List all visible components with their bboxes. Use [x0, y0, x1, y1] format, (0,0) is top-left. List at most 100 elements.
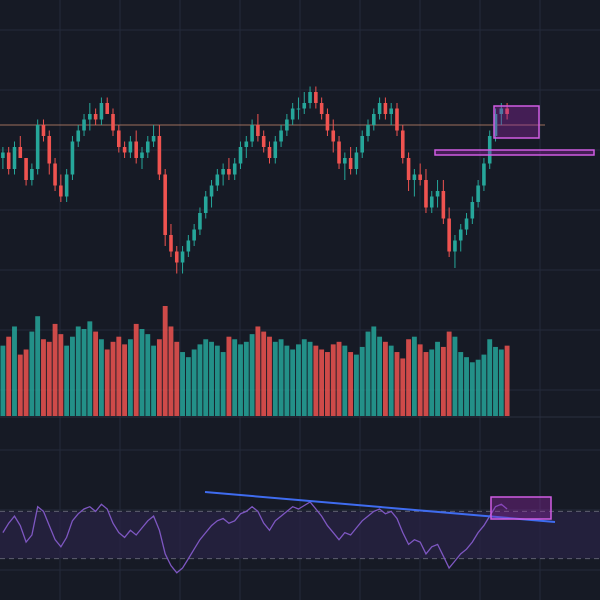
volume-bar: [319, 349, 325, 416]
volume-bar: [162, 306, 168, 416]
candle-body: [12, 147, 17, 169]
candle-body: [302, 103, 307, 109]
candle-body: [493, 114, 498, 136]
candle-body: [279, 130, 283, 142]
volume-bar: [185, 357, 191, 416]
volume-bar: [423, 352, 429, 416]
candle-body: [400, 130, 405, 158]
candle-body: [24, 158, 28, 180]
volume-bar: [272, 341, 278, 416]
volume-bar: [440, 346, 446, 416]
volume-bar: [238, 344, 243, 416]
candle-body: [215, 174, 220, 186]
volume-bar: [325, 352, 330, 416]
volume-bar: [46, 341, 52, 416]
candle-body: [470, 202, 475, 219]
volume-bar: [365, 331, 371, 416]
candle-body: [482, 163, 486, 186]
candle-body: [145, 141, 150, 153]
candle-body: [35, 125, 40, 169]
candle-body: [174, 251, 179, 263]
volume-bar: [255, 326, 261, 416]
candle-body: [59, 185, 63, 197]
candle-body: [372, 114, 376, 125]
candle-body: [198, 213, 202, 230]
candle-body: [53, 163, 57, 186]
volume-bar: [29, 331, 35, 416]
volume-bar: [203, 339, 209, 416]
candle-body: [76, 130, 81, 142]
volume-bar: [17, 354, 23, 416]
candle-body: [111, 114, 115, 131]
volume-bar: [504, 345, 510, 416]
volume-bar: [498, 349, 504, 416]
supply-zone-box: [493, 105, 540, 139]
candle-body: [30, 169, 34, 180]
volume-bar: [122, 344, 128, 416]
volume-bar: [464, 357, 469, 416]
volume-bar: [342, 345, 348, 416]
volume-bar: [168, 326, 174, 416]
candle-body: [192, 229, 196, 241]
volume-bar: [394, 352, 400, 416]
volume-bar: [353, 354, 359, 416]
volume-bar: [209, 341, 214, 416]
volume-bar: [23, 349, 29, 416]
volume-bar: [58, 334, 64, 416]
candle-body: [99, 103, 104, 120]
volume-bar: [296, 344, 301, 416]
candle-body: [47, 136, 52, 164]
candle-body: [424, 180, 428, 208]
volume-bar: [290, 349, 296, 416]
candle-body: [169, 235, 173, 252]
volume-bar: [220, 352, 226, 416]
candle-body: [261, 136, 266, 147]
volume-bar: [214, 345, 220, 416]
candle-body: [1, 152, 5, 158]
rsi-zone-box: [490, 496, 552, 520]
candle-body: [6, 152, 11, 169]
candle-body: [256, 125, 260, 136]
volume-bar: [359, 346, 365, 416]
volume-bar: [243, 341, 249, 416]
volume-bar: [174, 341, 180, 416]
candle-body: [435, 191, 440, 197]
candle-body: [314, 92, 318, 103]
volume-bar: [371, 326, 377, 416]
candle-body: [441, 191, 446, 219]
volume-bar: [458, 352, 464, 416]
volume-bar: [145, 334, 151, 416]
volume-bar: [377, 336, 383, 416]
volume-bar: [435, 341, 440, 416]
volume-bar: [52, 323, 58, 416]
candle-body: [319, 103, 324, 114]
candle-body: [412, 174, 417, 180]
candle-body: [296, 108, 301, 110]
candle-body: [453, 240, 457, 252]
demand-zone-strip: [434, 149, 595, 156]
candle-body: [221, 169, 225, 175]
candle-body: [140, 152, 144, 158]
candle-body: [18, 147, 23, 158]
candle-body: [238, 147, 243, 164]
candle-body: [64, 174, 69, 197]
candle-body: [82, 119, 86, 131]
drawn-zones: [434, 105, 595, 156]
volume-bar: [6, 336, 12, 416]
volume-bar: [87, 321, 93, 416]
candle-body: [209, 185, 214, 197]
volume-bars: [0, 306, 510, 416]
candle-body: [360, 136, 365, 153]
candle-body: [273, 141, 278, 158]
rsi-line: [2, 501, 508, 574]
volume-bar: [133, 323, 139, 416]
volume-bar: [64, 345, 70, 416]
volume-bar: [35, 316, 41, 416]
volume-bar: [382, 341, 388, 416]
volume-bar: [180, 352, 185, 416]
candle-body: [122, 147, 127, 153]
volume-bar: [429, 349, 435, 416]
volume-bar: [301, 339, 307, 416]
candle-body: [377, 103, 382, 114]
